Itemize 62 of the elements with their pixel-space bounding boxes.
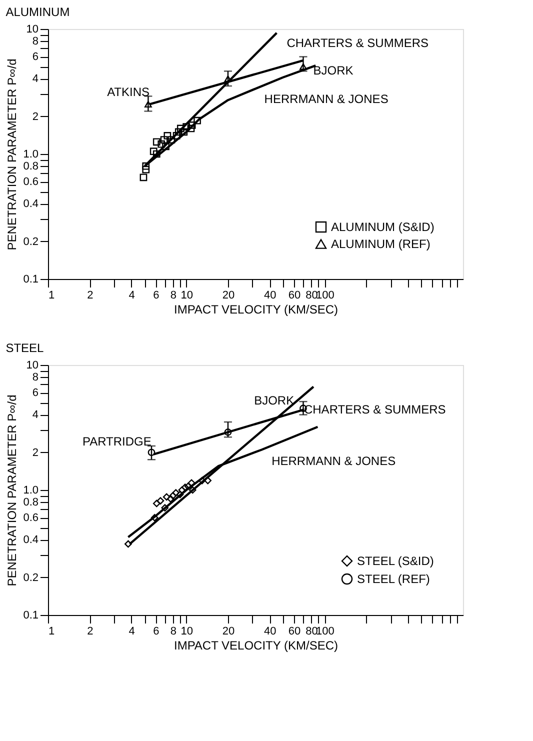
x-tick-label: 2	[87, 290, 94, 302]
y-tick-label: 8	[32, 372, 38, 384]
y-tick-label: 0.2	[23, 572, 38, 584]
annotation: BJORK	[313, 63, 354, 78]
y-tick-label: 8	[32, 36, 38, 48]
y-axis-title: PENETRATION PARAMETER P∞/d	[5, 394, 20, 586]
y-tick-label: 0.2	[23, 236, 38, 248]
legend-label: STEEL (S&ID)	[357, 554, 434, 568]
x-axis-title: IMPACT VELOCITY (KM/SEC)	[174, 638, 338, 652]
y-tick-label: 0.8	[23, 496, 38, 509]
x-tick-label: 6	[153, 626, 160, 638]
x-tick-label: 1	[48, 626, 55, 638]
x-tick-label: 80	[306, 626, 318, 638]
x-tick-label: 20	[222, 626, 235, 638]
y-tick-label: 0.1	[23, 610, 38, 622]
y-tick-label: 1.0	[23, 148, 38, 160]
legend-label: ALUMINUM (REF)	[331, 237, 430, 251]
y-tick-label: 6	[32, 387, 38, 400]
x-tick-label: 4	[128, 290, 135, 302]
annotation: HERRMANN & JONES	[272, 454, 396, 468]
y-tick-label: 0.4	[23, 198, 38, 210]
y-tick-label: 6	[32, 51, 38, 64]
annotation: CHARTERS & SUMMERS	[286, 36, 428, 50]
y-tick-label: 0.6	[23, 176, 38, 188]
y-tick-label: 1.0	[23, 484, 38, 496]
y-tick-label: 2	[32, 446, 38, 459]
y-axis-title: PENETRATION PARAMETER P∞/d	[5, 58, 20, 250]
annotation: HERRMANN & JONES	[264, 92, 388, 106]
x-tick-label: 4	[128, 626, 135, 638]
x-tick-label: 10	[180, 626, 193, 638]
legend-label: ALUMINUM (S&ID)	[331, 220, 434, 234]
annotation: PARTRIDGE	[82, 434, 152, 449]
x-tick-label: 1	[48, 290, 55, 302]
legend-label: STEEL (REF)	[357, 572, 430, 586]
x-tick-label: 80	[306, 290, 318, 302]
x-axis-title: IMPACT VELOCITY (KM/SEC)	[174, 302, 338, 316]
x-tick-label: 40	[264, 626, 276, 638]
x-tick-label: 20	[222, 290, 235, 302]
x-tick-label: 100	[316, 290, 334, 302]
x-tick-label: 8	[170, 626, 176, 638]
x-tick-label: 10	[180, 290, 193, 302]
x-tick-label: 60	[288, 290, 301, 302]
x-tick-label: 40	[264, 290, 276, 302]
y-tick-label: 4	[32, 73, 38, 86]
annotation: ATKINS	[107, 85, 150, 100]
x-tick-label: 6	[153, 290, 160, 302]
y-tick-label: 2	[32, 110, 38, 123]
x-tick-label: 100	[316, 626, 334, 638]
y-tick-label: 0.4	[23, 534, 38, 546]
x-tick-label: 2	[87, 626, 94, 638]
y-tick-label: 10	[26, 24, 38, 36]
y-tick-label: 0.1	[23, 274, 38, 286]
chart-title: ALUMINUM	[6, 5, 70, 19]
y-tick-label: 0.6	[23, 512, 38, 524]
x-tick-label: 8	[170, 290, 176, 302]
y-tick-label: 0.8	[23, 160, 38, 173]
x-tick-label: 60	[288, 626, 301, 638]
chart-title: STEEL	[6, 341, 44, 355]
y-tick-label: 10	[26, 360, 38, 372]
annotation: CHARTERS & SUMMERS	[304, 402, 446, 416]
annotation: BJORK	[254, 393, 294, 408]
y-tick-label: 4	[32, 409, 38, 422]
